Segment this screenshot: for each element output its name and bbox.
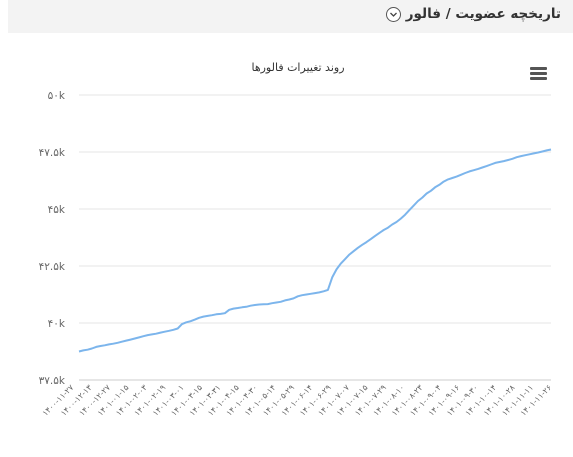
- section-title-text: تاریخچه عضویت / فالور: [405, 6, 561, 22]
- chart-grid: [79, 94, 551, 381]
- chart-title: روند تغییرات فالورها: [251, 61, 345, 74]
- y-tick-label: ۳۷.۵k: [39, 375, 66, 387]
- section-title[interactable]: تاریخچه عضویت / فالور: [385, 6, 561, 22]
- chart-card: ۳۷.۵k ۴۰k ۴۲.۵k ۴۵k ۴۷.۵k ۵۰k ۱۴۰۰-۱۱-۲۷ ۱۴۰۰-…: [8, 44, 573, 457]
- y-tick-label: ۴۲.۵k: [39, 261, 66, 273]
- section-header: تاریخچه عضویت / فالور: [8, 0, 573, 33]
- hamburger-menu-icon[interactable]: [530, 67, 547, 80]
- chevron-down-icon[interactable]: [385, 6, 401, 22]
- y-axis-ticks: ۳۷.۵k ۴۰k ۴۲.۵k ۴۵k ۴۷.۵k ۵۰k: [39, 90, 66, 387]
- y-tick-label: ۴۷.۵k: [39, 147, 66, 159]
- y-tick-label: ۴۰k: [48, 318, 66, 330]
- series-line[interactable]: [78, 148, 552, 353]
- y-tick-label: ۴۵k: [48, 204, 66, 216]
- followers-line-chart: ۳۷.۵k ۴۰k ۴۲.۵k ۴۵k ۴۷.۵k ۵۰k ۱۴۰۰-۱۱-۲۷۱۴۰۰-…: [39, 90, 554, 418]
- chart-series: [78, 148, 552, 353]
- x-axis-ticks: ۱۴۰۰-۱۱-۲۷۱۴۰۰-۱۲-۱۳۱۴۰۰-۱۲-۲۷۱۴۰۱-۰۱-۱۵…: [41, 383, 554, 418]
- y-tick-label: ۵۰k: [48, 90, 66, 102]
